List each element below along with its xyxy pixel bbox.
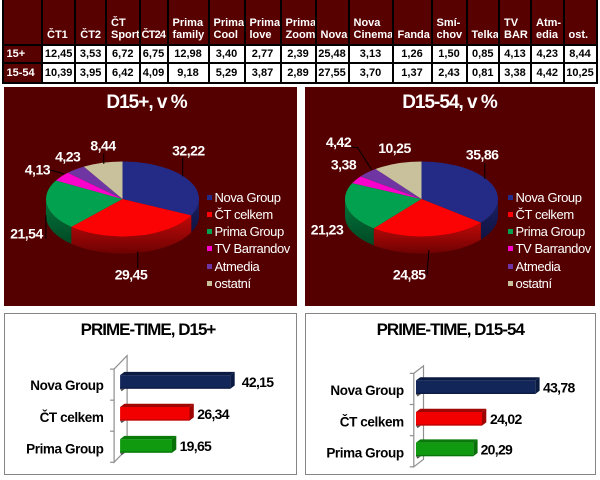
- svg-text:4,42: 4,42: [325, 134, 351, 150]
- svg-text:ČT celkem: ČT celkem: [340, 414, 404, 429]
- svg-text:20,29: 20,29: [481, 441, 513, 457]
- svg-text:8,44: 8,44: [90, 138, 116, 154]
- svg-text:29,45: 29,45: [114, 267, 147, 283]
- svg-text:4,13: 4,13: [24, 162, 50, 178]
- svg-text:43,78: 43,78: [543, 379, 575, 395]
- svg-text:3,38: 3,38: [330, 157, 356, 173]
- svg-text:19,65: 19,65: [180, 438, 212, 454]
- svg-text:35,86: 35,86: [465, 147, 498, 163]
- svg-text:42,15: 42,15: [242, 374, 274, 390]
- svg-text:24,02: 24,02: [490, 411, 522, 427]
- svg-text:32,22: 32,22: [172, 143, 205, 159]
- svg-text:ČT celkem: ČT celkem: [40, 409, 104, 424]
- svg-text:Prima Group: Prima Group: [326, 445, 404, 460]
- svg-text:24,85: 24,85: [392, 267, 425, 283]
- svg-text:21,54: 21,54: [10, 226, 43, 242]
- svg-text:Prima Group: Prima Group: [26, 441, 104, 456]
- svg-text:21,23: 21,23: [310, 222, 343, 238]
- svg-text:Nova Group: Nova Group: [30, 377, 103, 392]
- svg-text:Nova Group: Nova Group: [330, 383, 403, 398]
- svg-text:4,23: 4,23: [55, 148, 81, 164]
- svg-text:10,25: 10,25: [378, 140, 411, 156]
- svg-text:26,34: 26,34: [197, 406, 229, 422]
